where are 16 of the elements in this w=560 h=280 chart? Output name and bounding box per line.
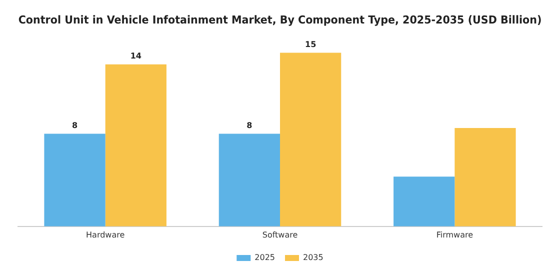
data-label: 8 [246, 120, 253, 130]
bar [44, 134, 106, 226]
x-tick-label: Hardware [86, 230, 125, 240]
bar [105, 64, 166, 226]
legend-label: 2025 [254, 253, 275, 262]
bar [218, 134, 280, 226]
legend-label: 2035 [303, 253, 324, 262]
data-label: 14 [130, 51, 142, 60]
bar [394, 176, 455, 226]
bar [280, 52, 342, 226]
chart-title: Control Unit in Vehicle Infotainment Market, By Component Type, 2025-2035 (USD Billion) [18, 13, 542, 27]
x-tick-label: Firmware [436, 230, 474, 240]
data-label: 15 [304, 40, 317, 49]
data-label: 8 [72, 120, 78, 130]
bar [454, 128, 516, 226]
x-tick-label: Software [262, 230, 298, 240]
